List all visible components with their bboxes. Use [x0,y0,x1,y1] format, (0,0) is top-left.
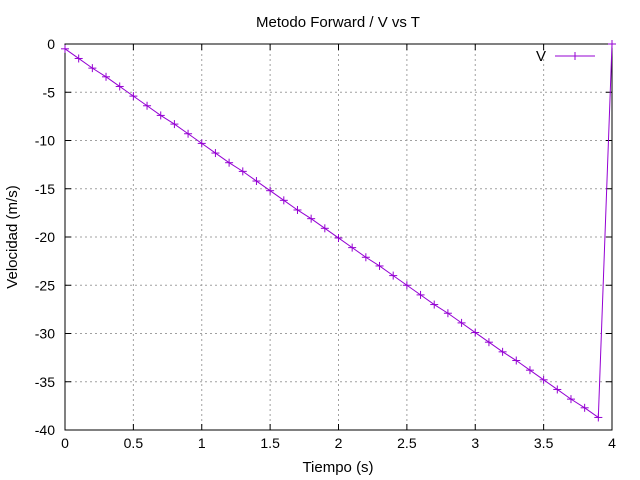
y-tick-label: -15 [35,181,55,197]
y-tick-label: -10 [35,133,55,149]
data-point [156,111,165,120]
y-axis-title: Velocidad (m/s) [4,185,21,288]
data-point [525,366,534,375]
data-point [115,82,124,91]
data-point [266,186,275,195]
data-point [238,167,247,176]
data-point [88,64,97,73]
data-point [129,92,138,101]
x-tick-label: 2.5 [397,435,417,451]
data-point [143,101,152,110]
x-tick-label: 4 [608,435,616,451]
x-tick-label: 2 [335,435,343,451]
axis-ticks: 0 0.5 1 1.5 2 2.5 3 3.5 4 0 -5 -10 -15 -20 -25 -30 -35 -4… [35,36,616,451]
y-tick-label: -25 [35,277,55,293]
data-point [361,253,370,262]
data-point [348,243,357,252]
data-point [197,139,206,148]
data-point [471,328,480,337]
y-tick-label: -35 [35,374,55,390]
data-point [211,149,220,158]
x-axis-title: Tiempo (s) [302,459,373,476]
data-point [443,309,452,318]
y-tick-label: 0 [47,36,55,52]
x-tick-label: 0 [61,435,69,451]
series-layer [61,40,616,422]
x-tick-label: 1 [198,435,206,451]
data-point [279,196,288,205]
x-tick-label: 0.5 [124,435,144,451]
data-point [170,120,179,129]
data-point [102,72,111,81]
data-point [320,224,329,233]
data-point [389,271,398,280]
data-point [484,338,493,347]
x-tick-label: 1.5 [260,435,280,451]
y-tick-label: -5 [43,84,56,100]
data-point [430,300,439,309]
y-tick-label: -40 [35,422,55,438]
data-point [225,158,234,167]
data-point [566,395,575,404]
legend: V [536,48,595,65]
x-tick-label: 3.5 [534,435,554,451]
x-tick-label: 3 [471,435,479,451]
data-point [457,318,466,327]
data-point [184,129,193,138]
data-point [307,214,316,223]
plot-border [64,43,613,431]
data-point [252,177,261,186]
y-tick-label: -20 [35,229,55,245]
data-point [580,403,589,412]
data-point [402,281,411,290]
data-point [498,347,507,356]
data-point [375,261,384,270]
legend-label-v: V [536,48,546,65]
data-point [61,44,69,53]
data-point [608,40,616,48]
data-point [334,233,343,242]
data-point [293,205,302,214]
data-point [553,385,562,394]
data-point [416,290,425,299]
data-point [539,375,548,384]
grid [65,44,612,430]
data-point [74,54,83,63]
chart-title: Metodo Forward / V vs T [256,14,420,31]
y-tick-label: -30 [35,326,55,342]
data-point [512,356,521,365]
data-point [594,413,603,422]
